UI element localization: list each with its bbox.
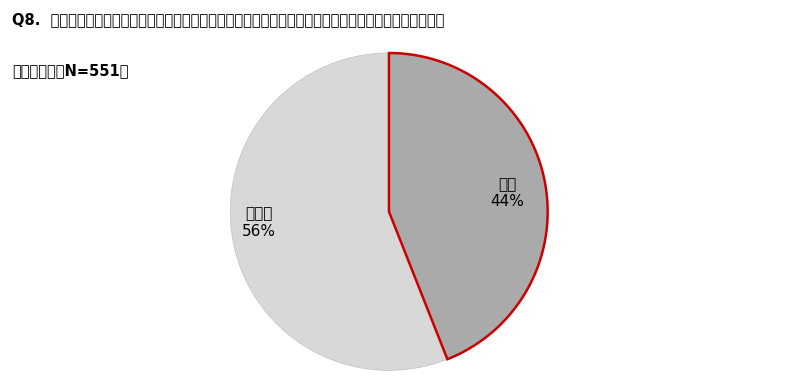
Text: いいえ
56%: いいえ 56% [242,207,276,239]
Text: Q8.  連休明けに体調不良を感じたことがある方に伺います。体調不良により仕事に影響がありましたか。: Q8. 連休明けに体調不良を感じたことがある方に伺います。体調不良により仕事に影… [12,12,445,27]
Polygon shape [230,53,447,370]
Text: はい
44%: はい 44% [491,177,525,209]
Polygon shape [389,53,548,359]
Text: （単一回答　N=551）: （単一回答 N=551） [12,63,128,78]
